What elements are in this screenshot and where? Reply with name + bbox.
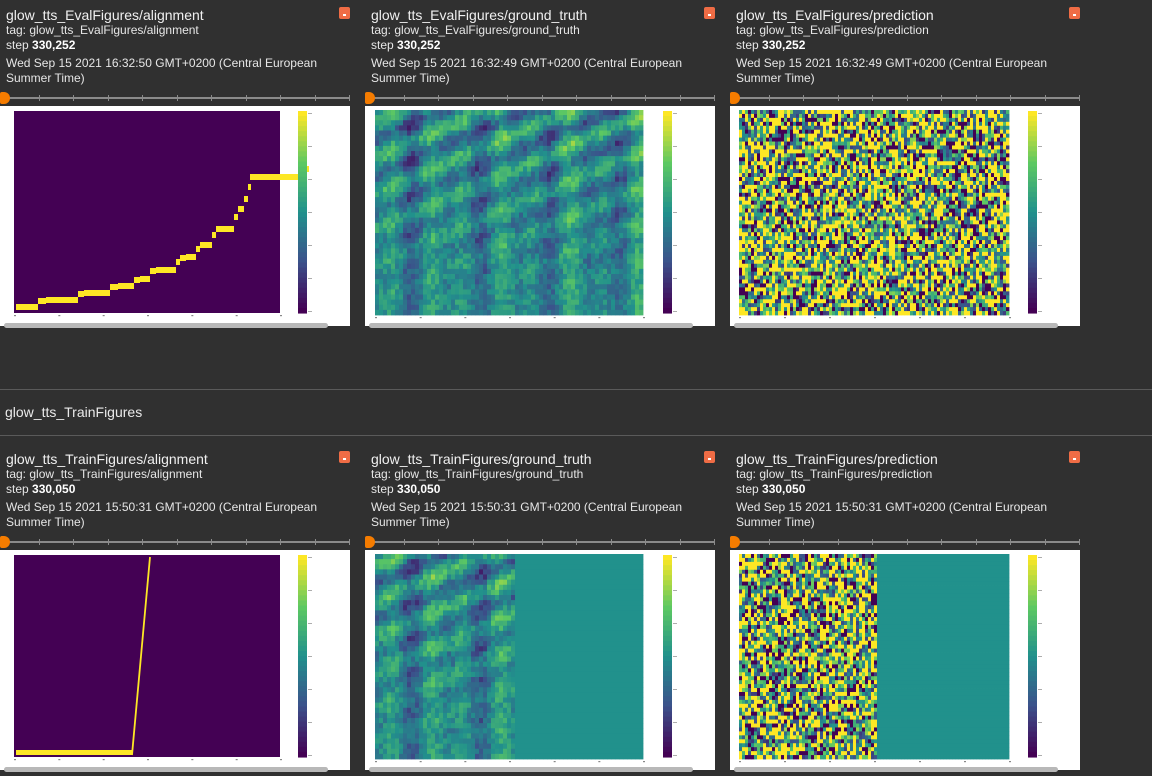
card-title: glow_tts_EvalFigures/prediction bbox=[736, 7, 934, 23]
card-step: step 330,252 bbox=[736, 38, 806, 52]
image-card: glow_tts_TrainFigures/prediction tag: gl… bbox=[730, 444, 1080, 772]
pin-icon[interactable] bbox=[339, 451, 350, 463]
image-card: glow_tts_EvalFigures/alignment tag: glow… bbox=[0, 0, 350, 328]
horizontal-scrollbar[interactable] bbox=[369, 767, 693, 772]
figure-image bbox=[0, 550, 350, 772]
figure-image bbox=[730, 106, 1080, 328]
image-card: glow_tts_TrainFigures/ground_truth tag: … bbox=[365, 444, 715, 772]
card-title: glow_tts_TrainFigures/alignment bbox=[6, 451, 208, 467]
card-title: glow_tts_EvalFigures/ground_truth bbox=[371, 7, 588, 23]
slider-thumb[interactable] bbox=[0, 92, 10, 104]
card-tag: tag: glow_tts_TrainFigures/prediction bbox=[736, 467, 933, 481]
slider-thumb[interactable] bbox=[730, 92, 740, 104]
slider-thumb[interactable] bbox=[365, 92, 375, 104]
card-tag: tag: glow_tts_EvalFigures/prediction bbox=[736, 23, 929, 37]
card-timestamp: Wed Sep 15 2021 15:50:31 GMT+0200 (Centr… bbox=[6, 500, 317, 514]
card-timestamp: Wed Sep 15 2021 16:32:49 GMT+0200 (Centr… bbox=[371, 56, 682, 70]
card-tag: tag: glow_tts_EvalFigures/ground_truth bbox=[371, 23, 580, 37]
card-title: glow_tts_TrainFigures/prediction bbox=[736, 451, 938, 467]
card-timestamp-tz: Summer Time) bbox=[736, 71, 815, 85]
figure-image bbox=[365, 106, 715, 328]
card-tag: tag: glow_tts_EvalFigures/alignment bbox=[6, 23, 199, 37]
horizontal-scrollbar[interactable] bbox=[369, 323, 693, 328]
step-slider[interactable] bbox=[365, 536, 715, 548]
slider-thumb[interactable] bbox=[0, 536, 10, 548]
card-timestamp-tz: Summer Time) bbox=[6, 71, 85, 85]
figure-image bbox=[365, 550, 715, 772]
horizontal-scrollbar[interactable] bbox=[4, 323, 328, 328]
image-card: glow_tts_EvalFigures/ground_truth tag: g… bbox=[365, 0, 715, 328]
section-divider bbox=[0, 389, 1152, 390]
card-timestamp: Wed Sep 15 2021 15:50:31 GMT+0200 (Centr… bbox=[736, 500, 1047, 514]
card-timestamp: Wed Sep 15 2021 16:32:49 GMT+0200 (Centr… bbox=[736, 56, 1047, 70]
horizontal-scrollbar[interactable] bbox=[734, 323, 1058, 328]
horizontal-scrollbar[interactable] bbox=[4, 767, 328, 772]
step-slider[interactable] bbox=[365, 92, 715, 104]
card-timestamp: Wed Sep 15 2021 15:50:31 GMT+0200 (Centr… bbox=[371, 500, 682, 514]
card-timestamp-tz: Summer Time) bbox=[371, 515, 450, 529]
card-tag: tag: glow_tts_TrainFigures/ground_truth bbox=[371, 467, 584, 481]
card-timestamp-tz: Summer Time) bbox=[371, 71, 450, 85]
section-divider bbox=[0, 435, 1152, 436]
card-tag: tag: glow_tts_TrainFigures/alignment bbox=[6, 467, 203, 481]
step-slider[interactable] bbox=[730, 536, 1080, 548]
card-timestamp-tz: Summer Time) bbox=[6, 515, 85, 529]
figure-image bbox=[0, 106, 350, 328]
group-title[interactable]: glow_tts_TrainFigures bbox=[5, 404, 143, 420]
slider-thumb[interactable] bbox=[730, 536, 740, 548]
card-step: step 330,050 bbox=[736, 482, 806, 496]
pin-icon[interactable] bbox=[704, 451, 715, 463]
card-timestamp-tz: Summer Time) bbox=[736, 515, 815, 529]
step-slider[interactable] bbox=[0, 92, 350, 104]
image-card: glow_tts_TrainFigures/alignment tag: glo… bbox=[0, 444, 350, 772]
slider-thumb[interactable] bbox=[365, 536, 375, 548]
pin-icon[interactable] bbox=[704, 7, 715, 19]
horizontal-scrollbar[interactable] bbox=[734, 767, 1058, 772]
pin-icon[interactable] bbox=[1069, 7, 1080, 19]
step-slider[interactable] bbox=[0, 536, 350, 548]
card-step: step 330,050 bbox=[6, 482, 76, 496]
card-title: glow_tts_EvalFigures/alignment bbox=[6, 7, 204, 23]
card-step: step 330,050 bbox=[371, 482, 441, 496]
card-timestamp: Wed Sep 15 2021 16:32:50 GMT+0200 (Centr… bbox=[6, 56, 317, 70]
pin-icon[interactable] bbox=[1069, 451, 1080, 463]
card-step: step 330,252 bbox=[371, 38, 441, 52]
pin-icon[interactable] bbox=[339, 7, 350, 19]
figure-image bbox=[730, 550, 1080, 772]
card-step: step 330,252 bbox=[6, 38, 76, 52]
step-slider[interactable] bbox=[730, 92, 1080, 104]
image-card: glow_tts_EvalFigures/prediction tag: glo… bbox=[730, 0, 1080, 328]
card-title: glow_tts_TrainFigures/ground_truth bbox=[371, 451, 592, 467]
